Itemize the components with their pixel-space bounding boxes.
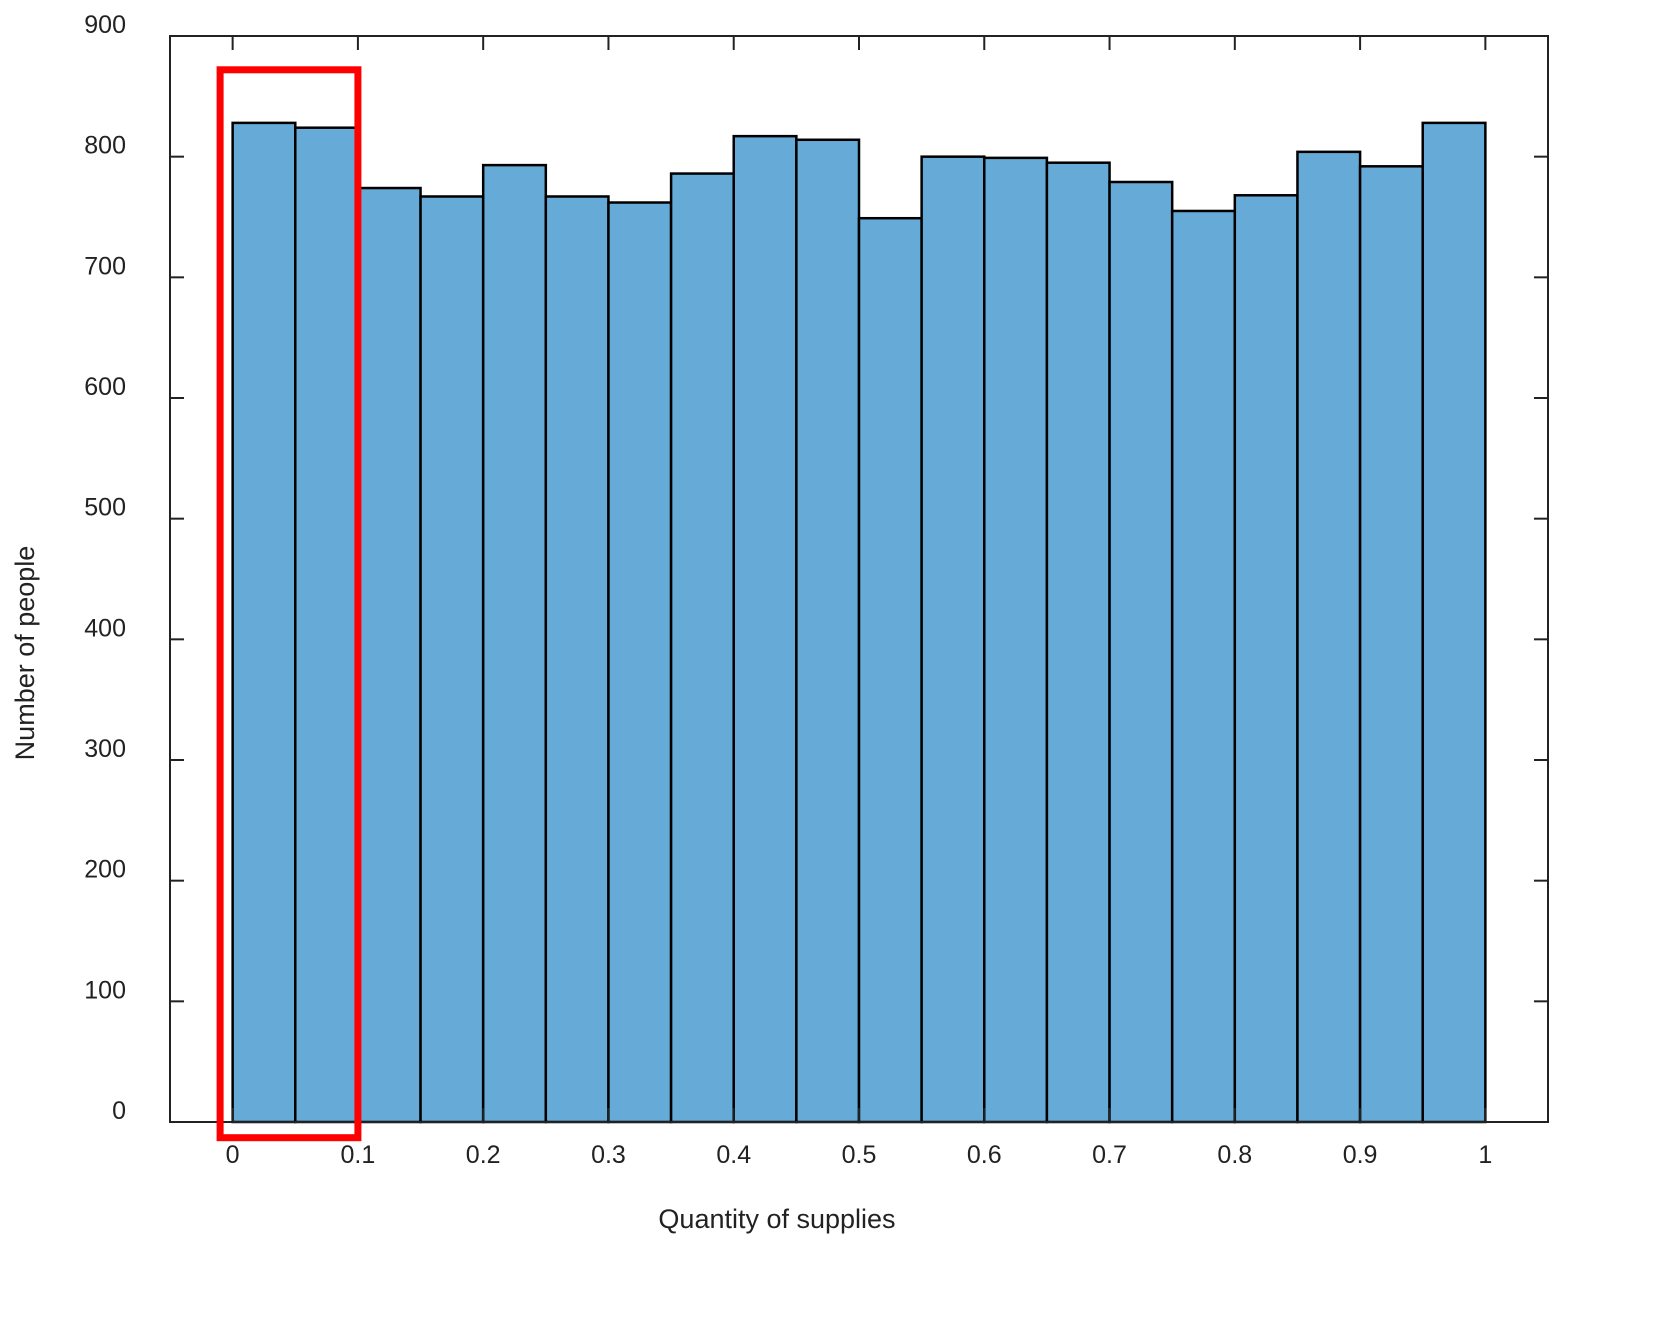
bar-4 [419, 195, 485, 1124]
x-tick-label-3: 0.3 [591, 1141, 626, 1169]
bar-16 [1170, 209, 1237, 1124]
bar-12 [920, 155, 986, 1124]
bar-18 [1296, 150, 1362, 1124]
x-tick-label-2: 0.2 [466, 1141, 501, 1169]
bar-20 [1421, 121, 1487, 1124]
x-tick-label-8: 0.8 [1217, 1141, 1252, 1169]
bar-14 [1045, 161, 1111, 1124]
bar-13 [983, 156, 1049, 1124]
y-tick-label-0: 0 [112, 1097, 126, 1125]
bar-10 [795, 138, 861, 1124]
x-tick-label-1: 0.1 [341, 1141, 376, 1169]
bar-17 [1233, 194, 1299, 1124]
y-tick-label-1: 100 [84, 976, 126, 1004]
y-axis-title: Number of people [10, 546, 40, 761]
x-tick-label-6: 0.6 [967, 1141, 1002, 1169]
bar-19 [1358, 165, 1424, 1124]
bar-11 [857, 216, 923, 1124]
x-tick-label-10: 1 [1478, 1141, 1492, 1169]
x-tick-label-7: 0.7 [1092, 1141, 1127, 1169]
y-tick-label-8: 800 [84, 132, 126, 160]
plot-frame [169, 35, 1549, 1123]
x-tick-label-9: 0.9 [1343, 1141, 1378, 1169]
bar-9 [732, 134, 798, 1124]
x-tick-label-0: 0 [226, 1141, 240, 1169]
bar-1 [231, 121, 297, 1124]
bar-3 [356, 186, 422, 1124]
y-tick-label-3: 300 [84, 735, 126, 763]
bar-8 [669, 172, 735, 1124]
y-tick-label-7: 700 [84, 252, 126, 280]
bar-2 [294, 126, 360, 1124]
bar-7 [607, 201, 673, 1124]
x-tick-label-5: 0.5 [842, 1141, 877, 1169]
y-tick-label-2: 200 [84, 856, 126, 884]
y-tick-label-6: 600 [84, 373, 126, 401]
tick-labels-layer: 0 0.1 0.2 0.3 0.4 0.5 0.6 0.7 0.8 0.9 1 0 100 200 300 4… [84, 11, 1492, 1169]
y-tick-label-4: 400 [84, 614, 126, 642]
bar-15 [1108, 180, 1174, 1124]
highlight-box [216, 66, 362, 1142]
bars-layer [231, 121, 1487, 1124]
y-tick-label-9: 900 [84, 11, 126, 39]
x-tick-label-4: 0.4 [716, 1141, 751, 1169]
x-axis-title: Quantity of supplies [658, 1204, 895, 1234]
bar-5 [481, 163, 548, 1124]
y-tick-label-5: 500 [84, 494, 126, 522]
bar-6 [544, 195, 610, 1124]
